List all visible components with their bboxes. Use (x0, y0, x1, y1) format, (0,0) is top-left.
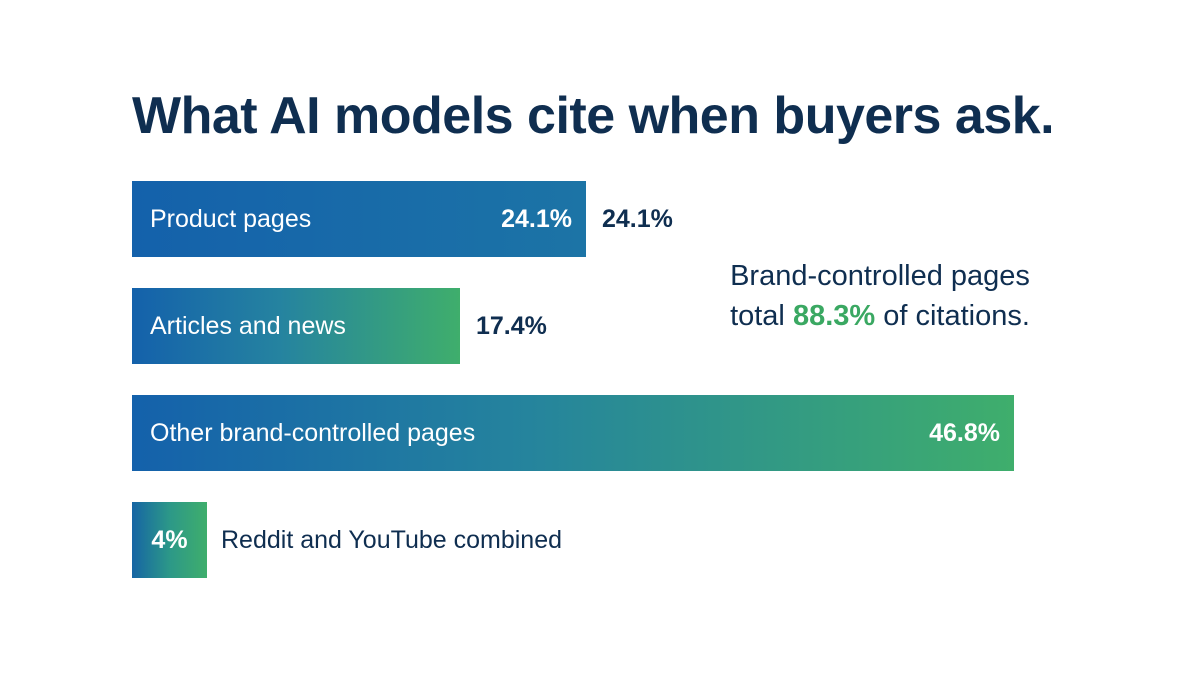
annotation-highlight: 88.3% (792, 300, 876, 332)
category-label: Articles and news (150, 312, 346, 340)
bar-chart: Product pages 24.1% 24.1% Articles and news… (132, 181, 1132, 581)
annotation-line1: Brand-controlled pages (730, 260, 1030, 292)
bar (132, 395, 1014, 471)
bar (132, 502, 207, 578)
annotation-suffix: of citations. (875, 300, 1030, 332)
chart-title: What AI models cite when buyers ask. (132, 87, 1055, 145)
value-label-inside: 46.8% (929, 419, 1000, 447)
category-label: Product pages (150, 205, 312, 233)
category-label: Reddit and YouTube combined (221, 526, 563, 554)
value-label-outside: 17.4% (476, 312, 547, 340)
annotation-prefix: total (730, 300, 793, 332)
value-label-inside: 4% (151, 526, 188, 554)
summary-annotation: Brand-controlled pages total 88.3% of ci… (700, 256, 1060, 336)
value-label-inside: 24.1% (501, 205, 572, 233)
bar (132, 181, 586, 257)
category-label: Other brand-controlled pages (150, 419, 476, 447)
value-label-outside: 24.1% (602, 205, 673, 233)
bar (132, 288, 460, 364)
